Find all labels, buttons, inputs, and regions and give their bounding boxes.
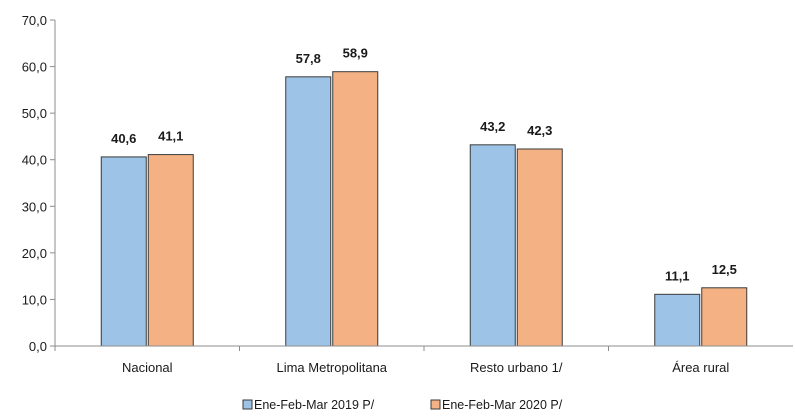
y-tick-label: 0,0: [29, 339, 47, 354]
data-label: 41,1: [158, 129, 183, 144]
bar: [701, 287, 748, 347]
y-axis: 0,0 10,0 20,0 30,0 40,0 50,0 60,0 70,0: [22, 13, 56, 354]
y-tick-label: 20,0: [22, 246, 47, 261]
bar: [147, 154, 194, 347]
data-label: 57,8: [296, 51, 321, 66]
bar: [654, 293, 701, 347]
category-label: Lima Metropolitana: [276, 360, 387, 375]
y-tick-label: 40,0: [22, 153, 47, 168]
y-tick-label: 30,0: [22, 199, 47, 214]
x-axis: Nacional Lima Metropolitana Resto urbano 1…: [54, 345, 793, 375]
bar: [332, 71, 379, 347]
bar: [516, 148, 563, 347]
legend-swatch: [242, 399, 253, 410]
category-label: Resto urbano 1/: [470, 360, 563, 375]
legend-swatch: [430, 399, 441, 410]
data-label: 58,9: [343, 46, 368, 61]
bar: [469, 144, 516, 347]
legend-label: Ene-Feb-Mar 2019 P/: [254, 398, 375, 412]
legend: Ene-Feb-Mar 2019 P/Ene-Feb-Mar 2020 P/: [242, 398, 563, 412]
data-label: 43,2: [480, 119, 505, 134]
data-label: 11,1: [665, 268, 690, 283]
category-label: Área rural: [672, 360, 729, 375]
bar: [100, 156, 147, 347]
y-tick-label: 60,0: [22, 60, 47, 75]
data-label: 40,6: [111, 131, 136, 146]
y-tick-label: 50,0: [22, 106, 47, 121]
category-label: Nacional: [122, 360, 173, 375]
legend-label: Ene-Feb-Mar 2020 P/: [442, 398, 563, 412]
bar: [285, 76, 332, 347]
data-label: 42,3: [527, 123, 552, 138]
y-tick-label: 70,0: [22, 13, 47, 28]
bars: 40,6 41,1 57,8 58,9 43,2 42,3 11,1 12,5: [100, 46, 748, 347]
data-label: 12,5: [712, 262, 737, 277]
y-tick-label: 10,0: [22, 292, 47, 307]
